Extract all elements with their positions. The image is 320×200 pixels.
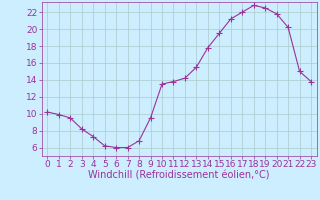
X-axis label: Windchill (Refroidissement éolien,°C): Windchill (Refroidissement éolien,°C)	[88, 171, 270, 181]
